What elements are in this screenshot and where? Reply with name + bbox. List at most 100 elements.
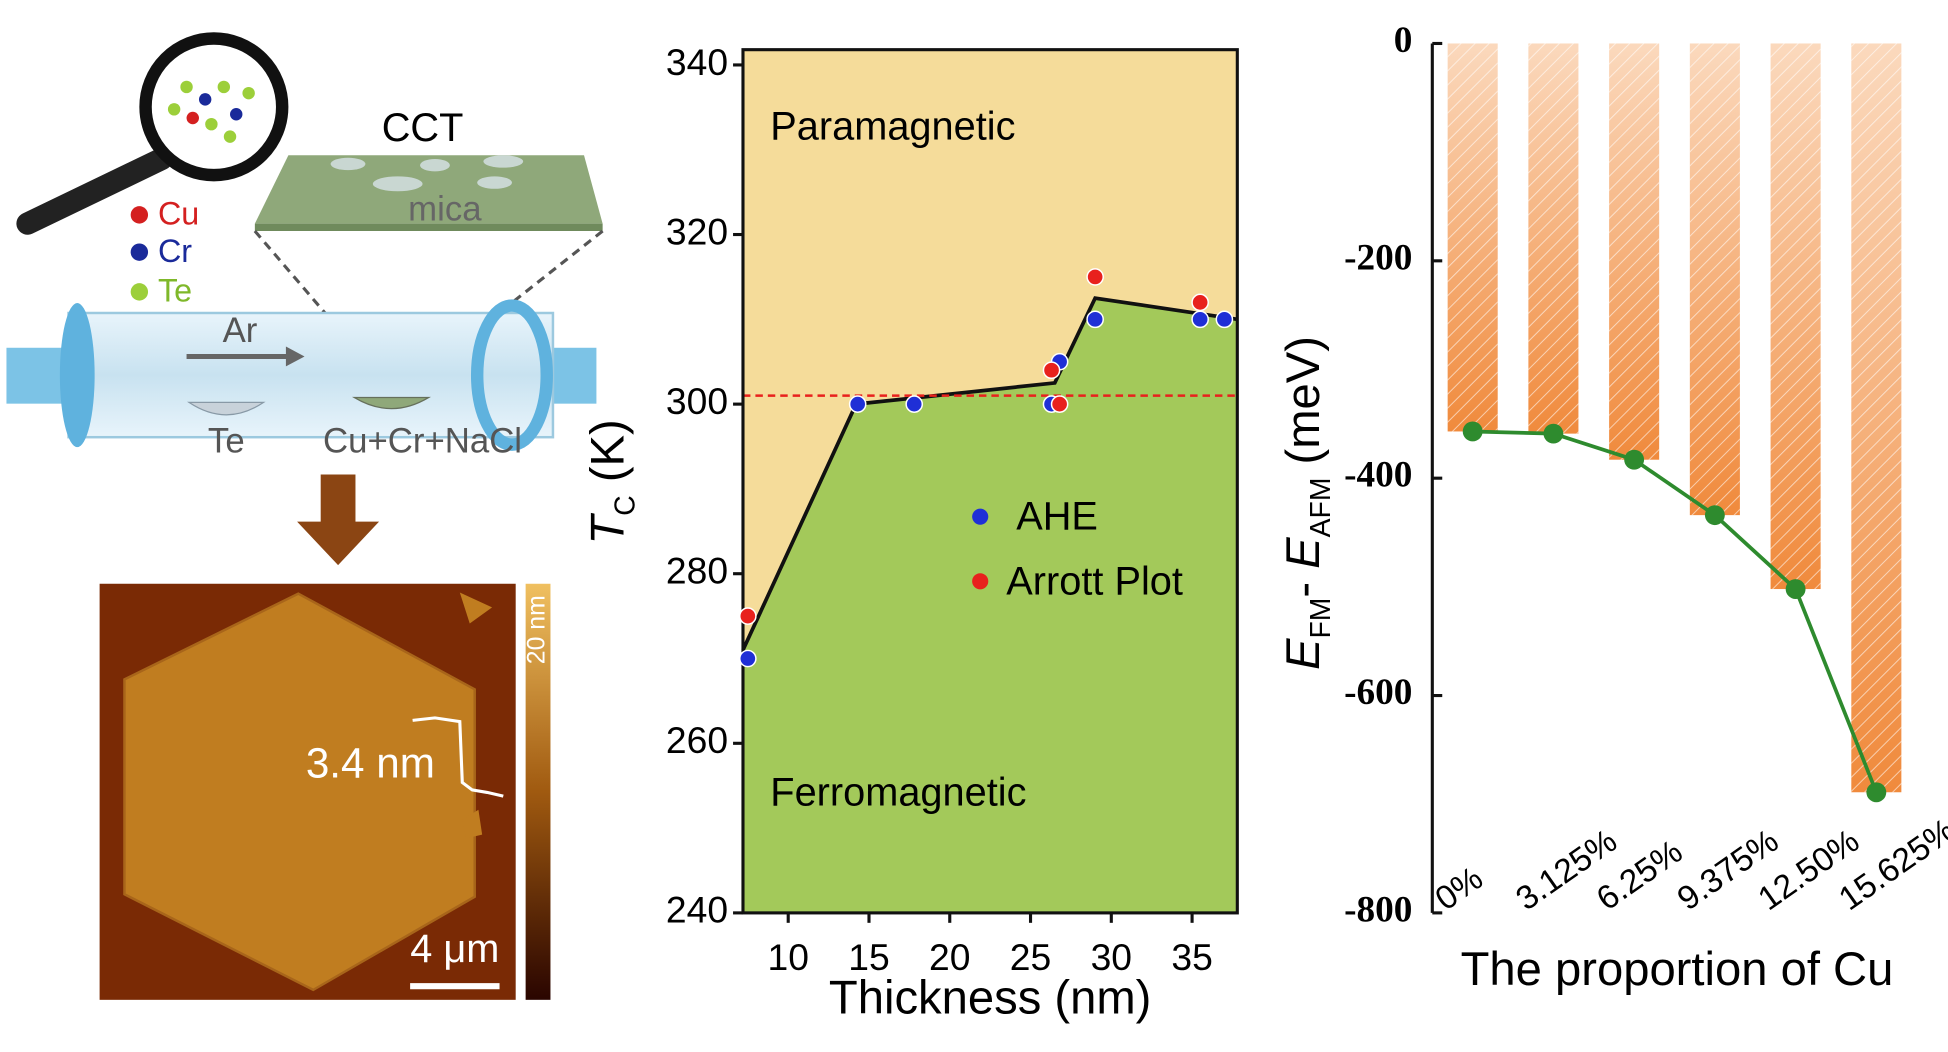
source-label: Cu+Cr+NaCl bbox=[323, 423, 522, 461]
data-point bbox=[1086, 268, 1104, 286]
plot-frame bbox=[741, 48, 1239, 915]
label-part: - bbox=[1277, 569, 1330, 598]
y-axis-label: TC (K) bbox=[582, 419, 641, 544]
gas-label: Ar bbox=[223, 312, 258, 350]
crystal bbox=[167, 80, 255, 143]
trend-point bbox=[1785, 579, 1806, 599]
tc-chart: 10 15 20 25 30 35 240 260 280 300 320 340 Thickness … bbox=[582, 41, 1239, 1025]
colorbar bbox=[525, 583, 551, 1000]
x-tick-label: 0% bbox=[1429, 860, 1490, 918]
y-tick-label: -200 bbox=[1344, 237, 1412, 278]
y-tick-label: 280 bbox=[666, 550, 728, 592]
label-part: E bbox=[1277, 537, 1330, 569]
bar-hatch bbox=[1851, 43, 1902, 793]
tube-cap bbox=[59, 303, 95, 448]
colorbar-label: 20 nm bbox=[524, 595, 551, 664]
label-subscript: C bbox=[609, 495, 641, 515]
x-tick-label: 10 bbox=[767, 936, 808, 978]
data-point bbox=[739, 607, 757, 625]
data-point bbox=[1191, 310, 1209, 329]
bar-hatch bbox=[1689, 43, 1740, 516]
tube-outlet bbox=[546, 347, 597, 404]
trend-point bbox=[1704, 505, 1725, 526]
element-label: Cr bbox=[158, 233, 192, 269]
trend-point bbox=[1462, 421, 1483, 442]
bar-hatch bbox=[1447, 43, 1498, 432]
flow-arrow-head bbox=[285, 346, 305, 367]
y-tick-label: 340 bbox=[666, 41, 728, 83]
energy-chart: 0% 3.125%6.25%9.375%12.50%15.625%0-200-40… bbox=[1277, 20, 1948, 996]
element-label: Cu bbox=[158, 196, 199, 232]
y-tick-label: 320 bbox=[666, 210, 728, 252]
x-axis-label: Thickness (nm) bbox=[829, 972, 1152, 1025]
legend-label: AHE bbox=[1016, 495, 1098, 539]
label-part: T bbox=[582, 513, 635, 545]
x-tick-label: 30 bbox=[1091, 936, 1132, 978]
trend-line bbox=[1472, 429, 1879, 793]
data-point bbox=[905, 395, 924, 413]
bar-hatch bbox=[1770, 43, 1821, 590]
x-tick-label: 15 bbox=[848, 936, 889, 978]
data-point bbox=[848, 395, 867, 413]
label-part: E bbox=[1277, 638, 1330, 670]
label-subscript: AFM bbox=[1304, 478, 1336, 538]
y-tick-label: 240 bbox=[666, 889, 728, 931]
height-profile bbox=[412, 716, 504, 798]
annotation: Paramagnetic bbox=[770, 105, 1015, 149]
y-tick-label: -600 bbox=[1344, 672, 1412, 713]
trend-point bbox=[1543, 423, 1564, 444]
cct-label: CCT bbox=[382, 106, 464, 150]
y-axis-label: EFM- EAFM (meV) bbox=[1277, 336, 1336, 670]
x-tick-label: 15.625% bbox=[1832, 812, 1948, 918]
legend-dot bbox=[130, 206, 149, 224]
mica-plate bbox=[254, 155, 603, 224]
mica-edge bbox=[254, 223, 603, 232]
flake-small bbox=[459, 592, 493, 624]
bar-hatch bbox=[1528, 43, 1579, 434]
data-point bbox=[1191, 293, 1209, 312]
y-tick-label: -400 bbox=[1344, 455, 1412, 496]
y-tick-label: 300 bbox=[666, 380, 728, 422]
data-point bbox=[739, 649, 757, 668]
magnifier bbox=[139, 32, 289, 182]
ferromagnetic-region bbox=[742, 298, 1238, 913]
legend-label: Arrott Plot bbox=[1006, 559, 1183, 603]
step-height-label: 3.4 nm bbox=[306, 739, 435, 786]
magnifier-handle bbox=[16, 147, 173, 235]
schematic: CCT mica Cu Cr Te Ar Te Cu+Cr+NaCl 3.4 n… bbox=[6, 32, 604, 1000]
y-tick-label: 0 bbox=[1394, 20, 1413, 61]
label-part: (K) bbox=[582, 419, 635, 495]
x-tick-label: 20 bbox=[929, 936, 970, 978]
tube-cap bbox=[470, 299, 553, 451]
source-label: Te bbox=[208, 423, 245, 461]
data-point bbox=[1042, 361, 1061, 380]
data-point bbox=[1050, 395, 1069, 413]
flake-small bbox=[462, 809, 483, 839]
label-part: (meV) bbox=[1277, 336, 1330, 478]
mica-label: mica bbox=[408, 190, 482, 228]
x-tick-label: 25 bbox=[1010, 936, 1051, 978]
legend-marker bbox=[972, 573, 989, 590]
y-tick-label: -800 bbox=[1344, 889, 1412, 930]
phase-boundary bbox=[741, 296, 1238, 651]
trend-point bbox=[1866, 782, 1887, 803]
element-label: Te bbox=[158, 273, 192, 309]
boat bbox=[186, 401, 266, 416]
legend-dot bbox=[130, 283, 149, 301]
bar-hatch bbox=[1609, 43, 1660, 460]
trend-point bbox=[1624, 449, 1645, 470]
x-axis-label: The proportion of Cu bbox=[1461, 943, 1894, 996]
process-arrow bbox=[297, 474, 380, 566]
legend-marker bbox=[972, 508, 989, 525]
label-subscript: FM bbox=[1304, 598, 1336, 639]
x-tick-label: 35 bbox=[1171, 936, 1212, 978]
y-tick-label: 260 bbox=[666, 719, 728, 761]
flake bbox=[123, 592, 476, 992]
scale-bar-label: 4 μm bbox=[410, 927, 499, 971]
data-point bbox=[1215, 310, 1234, 329]
data-point bbox=[1086, 310, 1104, 329]
boat bbox=[351, 396, 431, 410]
legend-dot bbox=[130, 243, 149, 261]
annotation: Ferromagnetic bbox=[770, 770, 1026, 814]
